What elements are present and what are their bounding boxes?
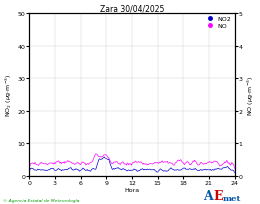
Title: Zara 30/04/2025: Zara 30/04/2025 (100, 4, 164, 13)
Y-axis label: NO$_2$ ($µ$g·m$^{-3}$): NO$_2$ ($µ$g·m$^{-3}$) (4, 73, 15, 117)
Text: met: met (222, 194, 241, 202)
Y-axis label: NO ($µ$g·m$^{-3}$): NO ($µ$g·m$^{-3}$) (245, 75, 256, 115)
Text: A: A (203, 189, 213, 202)
X-axis label: Hora: Hora (124, 187, 140, 192)
Text: © Agencia Estatal de Meteorología: © Agencia Estatal de Meteorología (3, 198, 79, 202)
Legend: NO2, NO: NO2, NO (203, 17, 231, 29)
Text: E: E (213, 189, 223, 202)
